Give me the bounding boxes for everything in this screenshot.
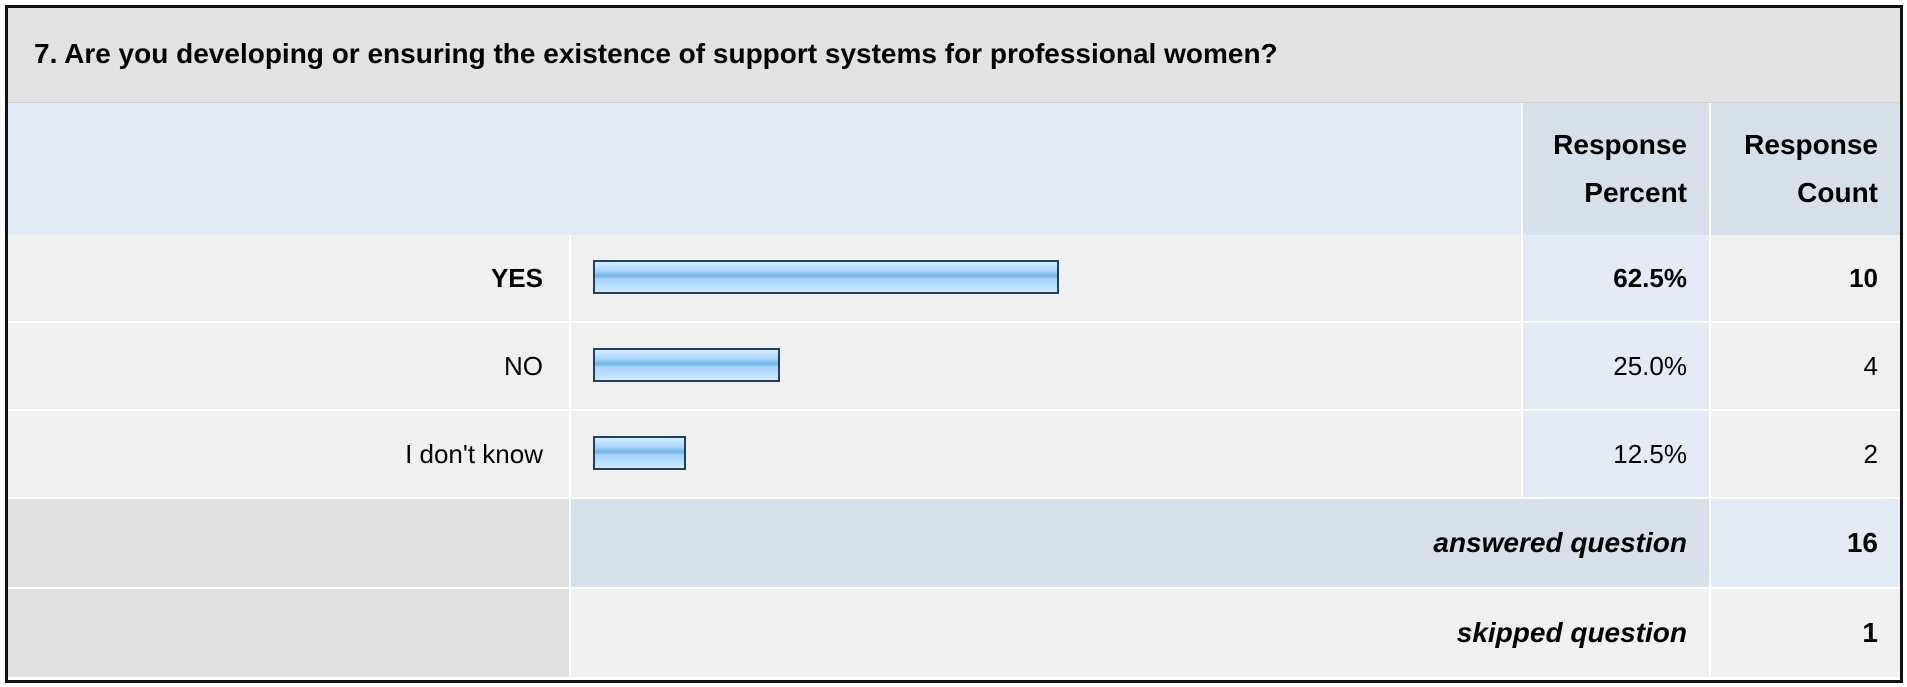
question-title: 7. Are you developing or ensuring the ex… (8, 8, 1900, 103)
bar-yes (593, 260, 1059, 294)
percent-no: 25.0% (1521, 323, 1709, 411)
answered-question-value: 16 (1709, 499, 1900, 589)
header-count-line2: Count (1797, 177, 1878, 208)
skipped-question-label: skipped question (571, 589, 1709, 679)
survey-results-panel: 7. Are you developing or ensuring the ex… (5, 5, 1903, 683)
percent-yes: 62.5% (1521, 235, 1709, 323)
count-dont-know: 2 (1709, 411, 1900, 499)
answered-question-label: answered question (571, 499, 1709, 589)
option-label-dont-know: I don't know (8, 411, 571, 499)
answered-blank (8, 499, 571, 589)
header-response-percent: Response Percent (1521, 103, 1709, 235)
count-no: 4 (1709, 323, 1900, 411)
option-label-no: NO (8, 323, 571, 411)
bar-cell-no (571, 323, 1521, 411)
skipped-blank (8, 589, 571, 679)
header-percent-line2: Percent (1584, 177, 1687, 208)
header-response-count: Response Count (1709, 103, 1900, 235)
percent-dont-know: 12.5% (1521, 411, 1709, 499)
bar-dont-know (593, 436, 686, 470)
skipped-question-value: 1 (1709, 589, 1900, 679)
count-yes: 10 (1709, 235, 1900, 323)
header-count-line1: Response (1744, 129, 1878, 160)
option-label-yes: YES (8, 235, 571, 323)
header-percent-line1: Response (1553, 129, 1687, 160)
bar-no (593, 348, 780, 382)
bar-cell-dont-know (571, 411, 1521, 499)
bar-cell-yes (571, 235, 1521, 323)
header-blank (8, 103, 1521, 235)
